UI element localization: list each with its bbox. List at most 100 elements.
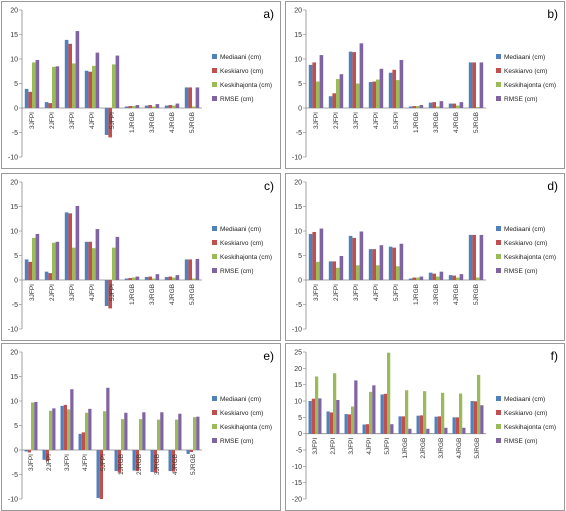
category-label: 3JFPI [64, 454, 71, 471]
y-tick-label: 10 [10, 229, 18, 236]
bar [368, 82, 373, 108]
bar [84, 241, 89, 280]
category-label: 3JFPI [353, 284, 360, 301]
bar [193, 417, 197, 450]
category-label: 1JRGB [413, 112, 420, 133]
category-label: 4JFPI [373, 284, 380, 301]
category-label: 3JRGB [149, 112, 156, 133]
bar [70, 389, 74, 450]
category-label: 3JFPI [29, 284, 36, 301]
bar [81, 432, 85, 450]
legend-entry: Keskiarvo (cm) [504, 68, 547, 75]
category-label: 2JFPI [49, 284, 56, 301]
legend-entry: Keskihajonta (cm) [504, 254, 556, 261]
bar [459, 102, 464, 108]
category-label: 3JFPI [69, 284, 76, 301]
bar [376, 265, 380, 280]
category-label: 2JFPI [333, 112, 340, 129]
legend-swatch [212, 268, 217, 273]
y-tick-label: 5 [14, 253, 18, 260]
bar [448, 103, 453, 108]
legend-entry: Mediaani (cm) [220, 396, 261, 403]
y-tick-label: 10 [294, 57, 302, 64]
bar [328, 96, 333, 108]
legend-swatch [496, 438, 501, 443]
bar [311, 398, 315, 434]
bar [308, 233, 313, 280]
bar [142, 412, 146, 450]
bar [316, 81, 320, 108]
bar [359, 43, 364, 108]
category-label: 4JRGB [172, 454, 179, 475]
bar [319, 228, 324, 280]
bar [473, 401, 477, 434]
bar [152, 278, 156, 280]
bar [52, 66, 56, 108]
bar [462, 427, 466, 434]
bar [326, 411, 330, 434]
y-tick-label: 10 [10, 57, 18, 64]
bar [399, 243, 404, 280]
bar [55, 66, 60, 108]
legend-entry: Keskiarvo (cm) [220, 240, 263, 247]
category-label: 3JRGB [154, 454, 161, 475]
y-tick-label: 20 [10, 8, 18, 15]
bar [456, 105, 460, 108]
bar [148, 105, 152, 108]
bar [106, 387, 110, 450]
legend-entry: Mediaani (cm) [220, 226, 261, 233]
bar [372, 249, 376, 280]
y-tick-label: 5 [298, 81, 302, 88]
bar [192, 106, 196, 108]
bar [188, 259, 192, 280]
bar [468, 62, 473, 108]
bar [114, 450, 118, 472]
bar [455, 417, 459, 434]
legend-swatch [212, 396, 217, 401]
category-label: 4JRGB [453, 112, 460, 133]
bar [108, 108, 112, 138]
bar [480, 405, 484, 434]
category-label: 1JRGB [129, 284, 136, 305]
chart-svg-2: -10 -5 0 5 10 15 20 3JFPI 2JFPI 3JFPI 4JFPI 5JFPI 1J… [8, 179, 274, 334]
bar [75, 206, 80, 280]
legend-swatch [496, 254, 501, 259]
bar [72, 63, 76, 108]
category-label: 1JRGB [118, 454, 125, 475]
bar [144, 105, 149, 108]
bar [72, 247, 76, 280]
bar [315, 376, 319, 434]
bar [416, 106, 420, 108]
chart-panel-1: -10 -5 0 5 10 15 20 3JFPI 2JFPI 3JFPI 4JFPI 5JFPI 1J… [285, 1, 565, 169]
bar [348, 235, 353, 280]
y-tick-label: -20 [292, 497, 302, 504]
bar [112, 247, 116, 280]
category-label: 3JFPI [69, 112, 76, 129]
y-tick-label: 0 [14, 278, 18, 285]
bar [148, 276, 152, 280]
y-tick-label: 15 [294, 32, 302, 39]
bar [379, 68, 384, 108]
y-tick-label: -5 [12, 130, 18, 137]
legend-entry: RMSE (cm) [504, 96, 538, 103]
bar [362, 424, 366, 434]
bar [339, 74, 344, 108]
category-label: 5JFPI [384, 437, 391, 454]
bar [155, 104, 160, 108]
bar [380, 394, 384, 434]
bar [104, 280, 109, 306]
bar [470, 401, 474, 434]
legend-entry: Keskihajonta (cm) [504, 424, 556, 431]
bar [153, 450, 157, 473]
bar [401, 416, 405, 434]
bar [164, 277, 169, 280]
bar [52, 242, 56, 280]
bar [28, 261, 32, 280]
y-tick-label: -10 [292, 155, 302, 162]
legend-swatch [496, 226, 501, 231]
legend-swatch [496, 268, 501, 273]
bar [318, 398, 322, 434]
bar [135, 105, 140, 108]
bar [372, 385, 376, 434]
